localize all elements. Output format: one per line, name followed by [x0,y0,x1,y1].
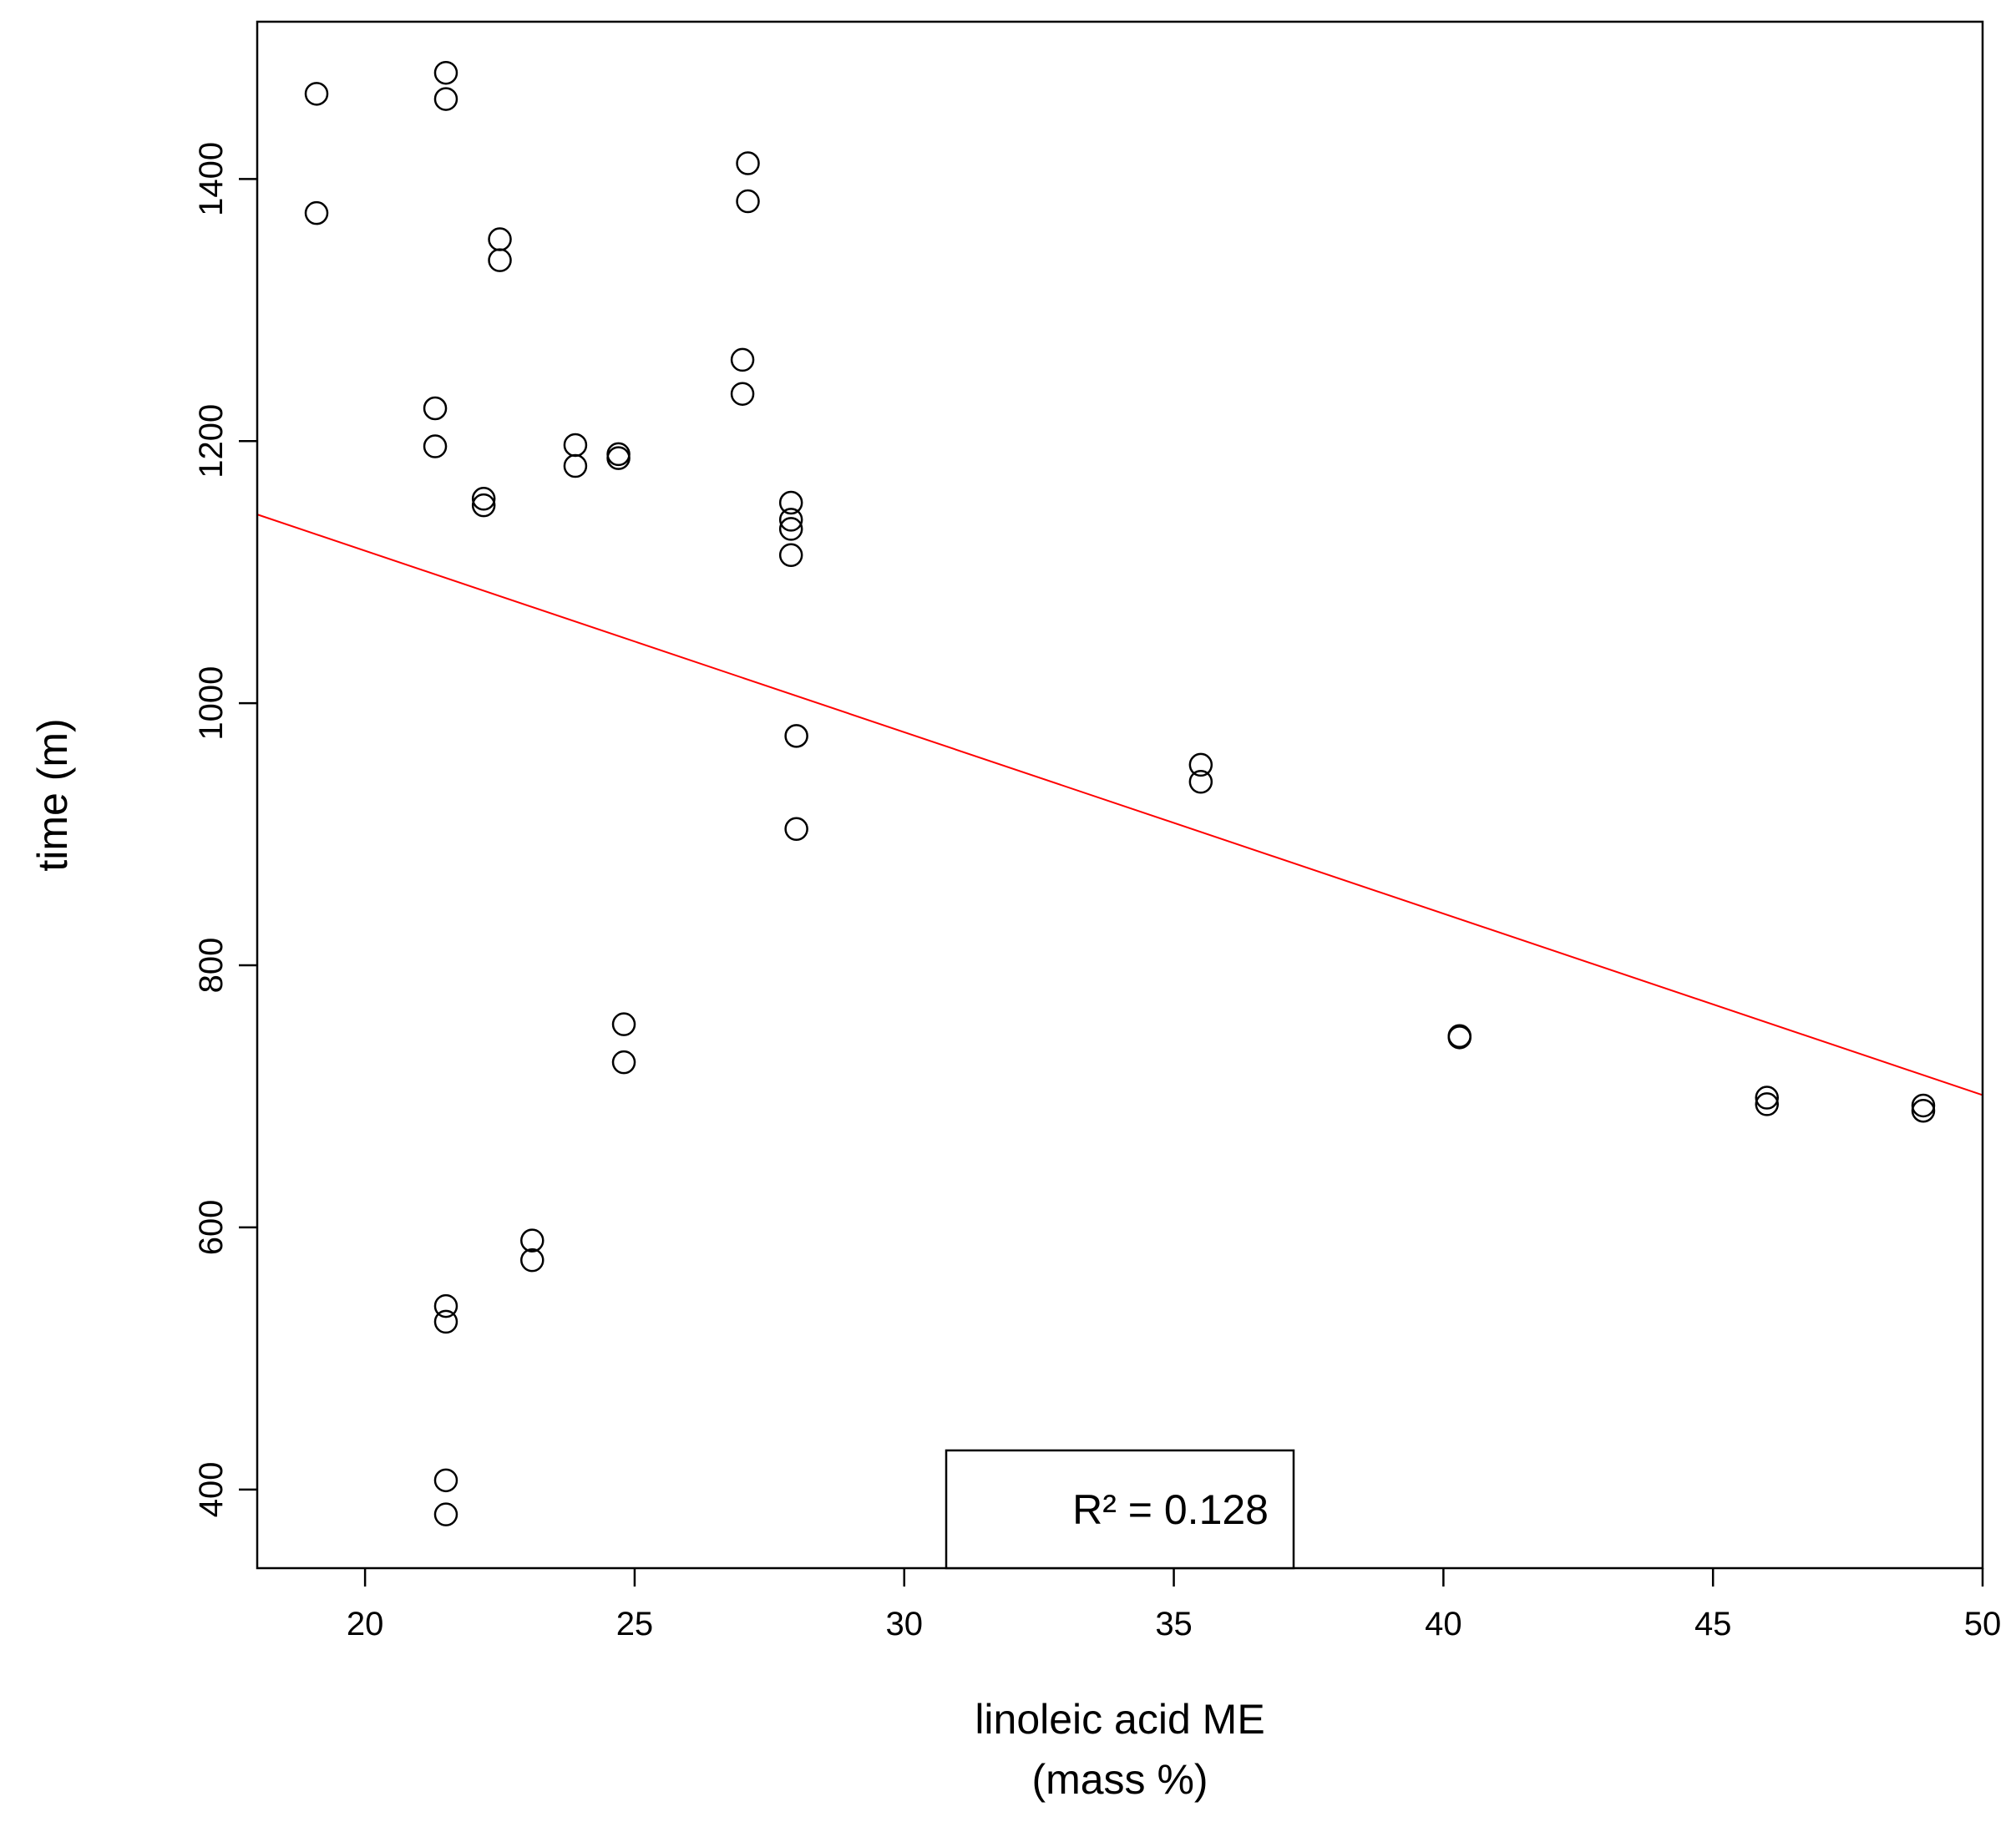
scatter-point [1755,1092,1779,1116]
scatter-point [778,508,803,532]
scatter-point [471,493,496,518]
scatter-point [1911,1098,1936,1123]
scatter-point [304,200,329,225]
y-tick-label: 1200 [193,404,230,478]
y-axis-ticks: 400 600 800 1000 1200 1400 [193,142,257,1517]
y-axis-label: time (m) [29,718,76,871]
x-axis-label-line-2: (mass %) [1031,1756,1208,1803]
scatter-point [433,1502,458,1526]
scatter-point [736,189,760,214]
x-tick-label: 40 [1425,1606,1462,1642]
x-tick-label: 50 [1964,1606,2002,1642]
y-tick-label: 1400 [193,142,230,216]
scatter-point [423,396,448,421]
scatter-point [471,487,496,511]
scatter-point [730,382,755,406]
x-tick-label: 35 [1155,1606,1193,1642]
scatter-point [563,453,588,478]
y-tick-label: 600 [193,1200,230,1256]
scatter-point [488,248,512,272]
scatter-point [784,817,808,842]
scatter-point [778,543,803,568]
y-tick-label: 400 [193,1461,230,1517]
y-tick-label: 800 [193,938,230,994]
scatter-point [784,724,808,748]
scatter-point [611,1012,636,1036]
scatter-point [488,227,512,251]
scatter-point [520,1248,545,1273]
regression-line [256,514,1983,1096]
scatter-point [520,1228,545,1253]
scatter-point [433,1468,458,1493]
scatter-point [611,1050,636,1075]
x-tick-label: 20 [347,1606,384,1642]
x-tick-label: 30 [886,1606,924,1642]
scatter-point [730,347,755,372]
scatter-point [1911,1093,1936,1118]
r-squared-label: R² = 0.128 [1072,1486,1269,1533]
scatter-point [606,446,631,470]
x-tick-label: 45 [1694,1606,1732,1642]
regression-line-group [256,514,1983,1096]
scatter-point [423,434,448,458]
scatter-point [563,433,588,458]
scatter-point [1447,1025,1471,1050]
r-squared-box-frame [945,1449,1295,1570]
scatter-point [1188,770,1213,794]
scatter-point [304,82,329,106]
scatter-point [778,490,803,515]
scatter-point [433,1309,458,1334]
r-squared-box: R² = 0.128 [945,1449,1295,1570]
scatter-point [433,60,458,85]
scatter-point [1188,752,1213,777]
y-tick-label: 1000 [193,666,230,741]
scatter-point [1755,1086,1779,1110]
x-axis-label-line-1: linoleic acid ME [975,1696,1264,1743]
plot-frame [256,20,1984,1570]
x-tick-label: 25 [616,1606,654,1642]
x-axis-ticks: 20 25 30 35 40 45 50 [347,1568,2001,1642]
data-points [304,60,1936,1526]
scatter-point [433,1293,458,1318]
scatter-point [778,517,803,541]
scatter-point [433,87,458,111]
scatter-point [736,151,760,175]
